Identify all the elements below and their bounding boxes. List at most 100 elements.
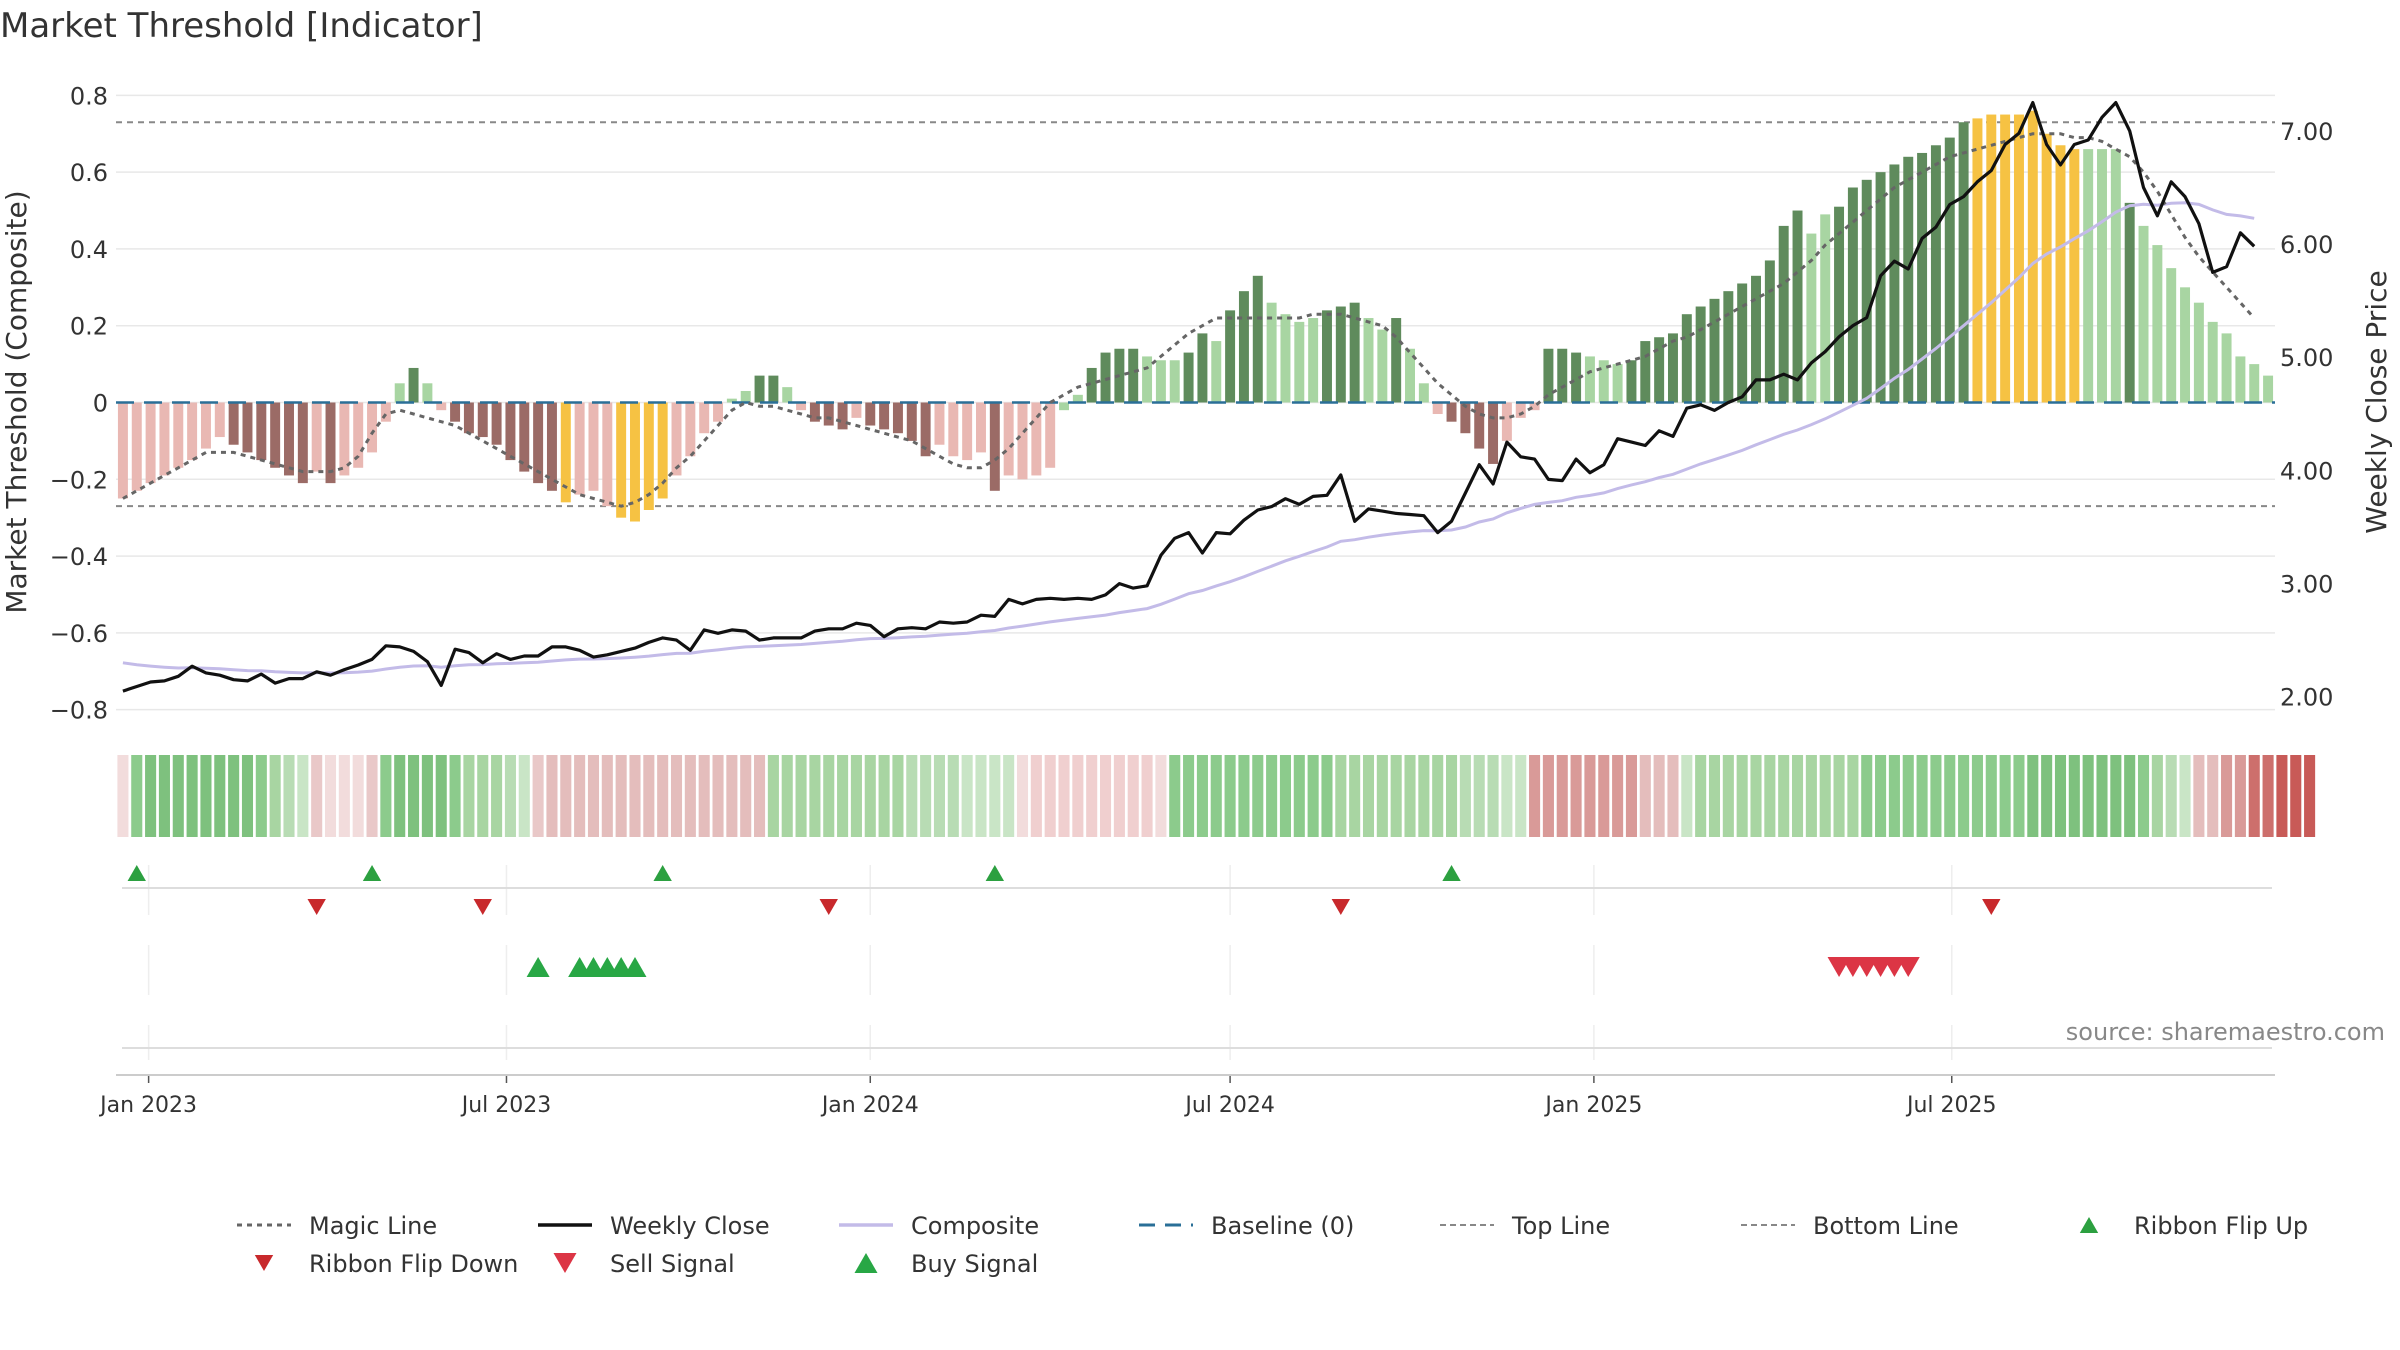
composite-bar xyxy=(1197,333,1208,403)
ribbon-cell xyxy=(1169,755,1181,837)
ribbon-cell xyxy=(2041,755,2053,837)
composite-bar xyxy=(2138,225,2149,403)
ribbon-cell xyxy=(1736,755,1748,837)
composite-bar xyxy=(380,402,391,422)
composite-bar xyxy=(2235,356,2246,403)
x-tick-label: Jan 2023 xyxy=(98,1093,197,1118)
ribbon-cell xyxy=(574,755,586,837)
composite-bar xyxy=(989,402,1000,491)
x-tick-label: Jul 2025 xyxy=(1905,1093,1997,1118)
composite-bar xyxy=(1128,348,1139,403)
legend-item: Composite xyxy=(839,1212,1039,1240)
legend-label: Bottom Line xyxy=(1813,1212,1959,1240)
composite-bar xyxy=(1792,210,1803,403)
buy-signal-marker xyxy=(623,957,647,977)
signal-rows xyxy=(122,865,2272,1049)
ribbon-cell xyxy=(906,755,918,837)
ribbon-cell xyxy=(1639,755,1651,837)
composite-bar xyxy=(353,402,364,468)
legend-item: Bottom Line xyxy=(1741,1212,1959,1240)
ribbon-cell xyxy=(1072,755,1084,837)
ribbon-cell xyxy=(1612,755,1624,837)
composite-bar xyxy=(560,402,571,503)
composite-bar xyxy=(200,402,211,449)
ribbon-cell xyxy=(214,755,226,837)
ribbon-cell xyxy=(1445,755,1458,837)
composite-bar xyxy=(1515,402,1526,418)
ribbon-cell xyxy=(2096,755,2108,837)
reference-lines xyxy=(116,121,2275,508)
composite-bar xyxy=(865,402,876,426)
composite-bar xyxy=(782,387,793,403)
composite-bar xyxy=(1501,402,1512,441)
ribbon-flip-up-marker xyxy=(1442,865,1461,881)
composite-bar xyxy=(519,402,530,472)
composite-bar xyxy=(2221,333,2232,403)
ribbon-cell xyxy=(726,755,738,837)
composite-bar xyxy=(713,402,724,422)
magic-line xyxy=(122,132,2256,508)
ribbon-cell xyxy=(131,755,143,837)
legend-swatch xyxy=(254,1255,274,1271)
ribbon-cell xyxy=(380,755,392,837)
ribbon-cell xyxy=(2179,755,2191,837)
ribbon-cell xyxy=(1321,755,1333,837)
ribbon-cell xyxy=(1086,755,1098,837)
composite-bar xyxy=(1820,214,1831,403)
ribbon-cell xyxy=(781,755,793,837)
composite-bar xyxy=(1861,179,1872,403)
ribbon-cell xyxy=(546,755,558,837)
ribbon-cell xyxy=(2027,755,2039,837)
ribbon-cell xyxy=(1722,755,1734,837)
composite-bar xyxy=(214,402,225,438)
ribbon-cell xyxy=(158,755,170,837)
composite-bar xyxy=(228,402,239,445)
composite-bar xyxy=(270,402,281,468)
composite-bar xyxy=(117,402,128,499)
composite-bar xyxy=(2249,364,2260,403)
composite-bar xyxy=(1709,298,1720,403)
ribbon-cell xyxy=(1362,755,1375,837)
ribbon-cell xyxy=(989,755,1001,837)
ribbon-cell xyxy=(2054,755,2067,837)
ribbon-cell xyxy=(394,755,406,837)
composite-bar xyxy=(1321,310,1332,403)
legend-item: Magic Line xyxy=(237,1212,437,1240)
ribbon-cell xyxy=(2068,755,2080,837)
composite-bar xyxy=(699,402,710,434)
ribbon-cell xyxy=(2207,755,2219,837)
legend-label: Top Line xyxy=(1511,1212,1610,1240)
ribbon-cell xyxy=(2013,755,2025,837)
composite-bar xyxy=(1557,348,1568,403)
ribbon-flip-down-marker xyxy=(1331,899,1351,915)
ribbon-cell xyxy=(754,755,766,837)
composite-bar xyxy=(159,402,170,476)
composite-bar xyxy=(1737,283,1748,403)
ribbon-cell xyxy=(1501,755,1513,837)
composite-bar xyxy=(1695,306,1706,403)
ribbon-cell xyxy=(629,755,641,837)
composite-bar xyxy=(2097,149,2107,403)
x-tick-label: Jul 2023 xyxy=(460,1093,552,1118)
composite-bar xyxy=(1889,164,1900,403)
legend-swatch xyxy=(854,1253,878,1273)
ribbon-cell xyxy=(269,755,281,837)
ribbon-cell xyxy=(975,755,987,837)
ribbon-cell xyxy=(1252,755,1264,837)
composite-bar xyxy=(740,390,751,403)
ribbon-cell xyxy=(1196,755,1208,837)
ribbon-cell xyxy=(1210,755,1222,837)
y-tick-label: −0.8 xyxy=(50,697,108,725)
y2-tick-label: 5.00 xyxy=(2280,344,2333,372)
ribbon-cell xyxy=(2110,755,2122,837)
composite-bar xyxy=(1238,291,1249,403)
composite-bar xyxy=(948,402,959,457)
composite-bar xyxy=(1654,337,1665,403)
composite-bar xyxy=(1418,383,1429,403)
ribbon-cell xyxy=(712,755,724,837)
composite-bar xyxy=(284,402,294,476)
composite-bar xyxy=(2000,114,2011,403)
ribbon-cell xyxy=(1376,755,1388,837)
composite-bar xyxy=(297,402,308,484)
